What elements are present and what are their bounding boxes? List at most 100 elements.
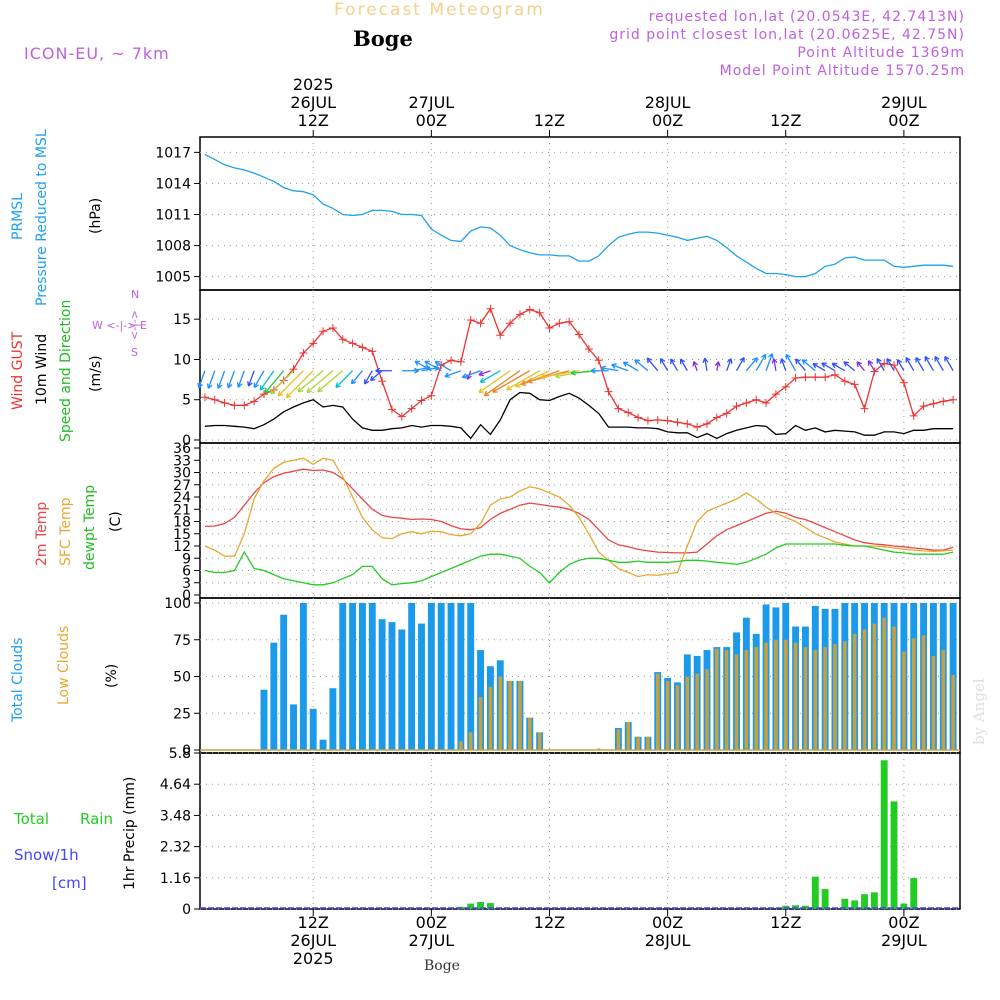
wind-arrow-head: [679, 358, 686, 365]
total-cloud-bar: [457, 603, 465, 750]
y-tick-label: 18: [173, 515, 191, 531]
low-cloud-bar: [951, 675, 955, 750]
total-cloud-bar: [280, 614, 288, 750]
wind-arrow: [270, 370, 294, 395]
footer-place: Boge: [424, 958, 460, 974]
wind-arrow: [785, 354, 797, 372]
y-tick-label: 15: [173, 312, 191, 328]
wind-arrow: [253, 370, 265, 388]
time-label-top: 2025 26JUL 12Z: [263, 76, 363, 130]
time-axis-line: 27JUL: [408, 93, 455, 112]
meteogram-title: Forecast Meteogram: [334, 0, 545, 20]
gust-marker: [624, 408, 633, 417]
gust-marker: [407, 404, 416, 413]
low-cloud-bar: [665, 680, 670, 750]
wind-arrow-head: [364, 378, 370, 385]
low-cloud-bar: [459, 741, 463, 750]
total-cloud-bar: [418, 623, 425, 750]
wind-arrow-head: [306, 387, 313, 394]
total-cloud-bar: [427, 603, 435, 750]
low-cloud-bar: [478, 697, 483, 750]
wind-arrow: [886, 358, 895, 372]
wind-arrow: [306, 370, 334, 393]
time-axis-line: 29JUL: [881, 931, 927, 950]
compass-we: W <-|-> E: [92, 319, 147, 332]
gust-marker: [604, 387, 613, 396]
wind-arrow-head: [821, 362, 827, 368]
wind-arrow-head: [515, 382, 521, 388]
wind-arrow-head: [269, 388, 276, 395]
low-cloud-bar: [498, 676, 503, 750]
wind-arrow-head: [483, 390, 490, 397]
wind-arrow: [795, 358, 806, 372]
wind-arrow: [745, 357, 758, 372]
total-cloud-bar: [329, 688, 337, 750]
time-axis-line: 12Z: [533, 111, 566, 130]
wind-arrow-head: [424, 360, 430, 366]
gust-marker: [319, 327, 328, 336]
rain-bar: [821, 889, 829, 909]
gust-marker: [909, 411, 918, 420]
gust-marker: [830, 370, 839, 379]
gust-marker: [525, 305, 534, 314]
time-axis-line: 29JUL: [881, 93, 927, 112]
low-cloud-bar: [656, 673, 660, 750]
panel-frame: [199, 752, 961, 910]
wind-arrow-head: [867, 360, 874, 366]
wind-arrow-head: [611, 363, 617, 369]
wind-arrow-head: [924, 355, 930, 362]
time-label-top: 29JUL 00Z: [854, 94, 954, 130]
wind-arrow-head: [856, 361, 862, 367]
gust-marker: [466, 315, 475, 324]
low-cloud-bar: [921, 635, 926, 750]
wind-arrow: [646, 357, 659, 372]
low-cloud-bar: [754, 647, 758, 750]
wind-arrow: [831, 362, 846, 372]
wind-arrow-head: [934, 355, 940, 362]
y-tick-label: 21: [173, 502, 191, 518]
wind-arrow: [335, 370, 354, 388]
time-axis-line: 12Z: [533, 913, 566, 932]
gust-marker: [643, 416, 652, 425]
wind-arrow: [444, 370, 462, 378]
rain-bar: [477, 902, 485, 909]
gust-marker: [899, 378, 908, 387]
wind-arrow-head: [285, 392, 292, 399]
gust-marker: [338, 335, 347, 344]
wind-arrow-head: [506, 385, 512, 391]
wind-arrow-head: [600, 365, 607, 372]
gust-marker: [358, 343, 367, 352]
wind-arrow: [484, 370, 521, 397]
time-label-top: 28JUL 00Z: [618, 94, 718, 130]
total-cloud-bar: [270, 642, 278, 750]
wind-arrow: [424, 360, 442, 372]
wind-arrow: [506, 370, 540, 391]
gust-marker: [476, 319, 485, 328]
gust-marker: [929, 399, 938, 408]
time-axis-line: 28JUL: [644, 93, 691, 112]
wind-arrow-head: [434, 360, 441, 367]
gust-marker: [387, 405, 396, 414]
gust-marker: [712, 413, 721, 422]
gust-marker: [702, 419, 711, 428]
low-cloud-bar: [675, 685, 680, 750]
rain-bar: [486, 903, 494, 909]
wind-arrow-head: [944, 355, 950, 362]
gust-marker: [722, 409, 731, 418]
wind-arrow: [812, 363, 826, 372]
low-cloud-bar: [537, 732, 542, 750]
gust-marker: [555, 319, 564, 328]
time-axis-line: 00Z: [651, 111, 684, 130]
low-cloud-bar: [833, 644, 837, 750]
wind-arrow-head: [461, 373, 468, 379]
gust-marker: [791, 373, 800, 382]
wind-arrow: [944, 356, 954, 372]
wind-arrow-head: [812, 363, 819, 369]
wind-arrow-head: [702, 357, 709, 364]
y-tick-label: 12: [173, 539, 191, 555]
rain-bar: [900, 903, 908, 909]
total-cloud-bar: [408, 603, 416, 750]
low-cloud-bar: [823, 647, 827, 750]
gust-marker: [299, 349, 308, 357]
wind-arrow: [726, 358, 732, 371]
